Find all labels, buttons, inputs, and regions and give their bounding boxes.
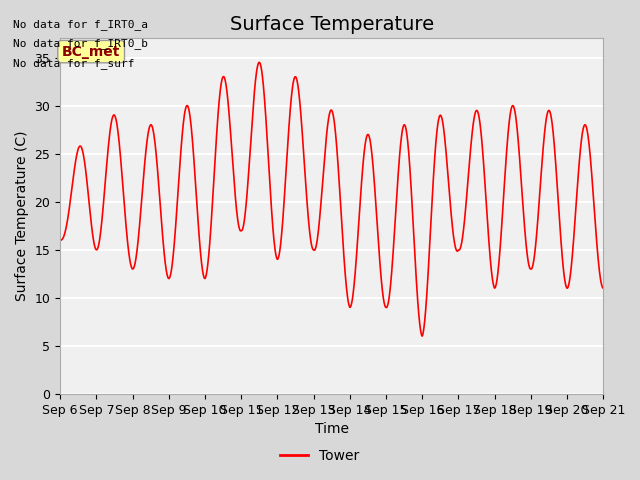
Text: No data for f_IRT0_b: No data for f_IRT0_b <box>13 38 148 49</box>
Tower <box>365 135 373 141</box>
Tower <box>308 244 316 250</box>
Text: No data for f_IRT0_a: No data for f_IRT0_a <box>13 19 148 30</box>
Line: Tower: Tower <box>60 62 604 336</box>
Text: No data for f_surf: No data for f_surf <box>13 58 134 69</box>
Tower <box>56 237 64 243</box>
Title: Surface Temperature: Surface Temperature <box>230 15 434 34</box>
Tower <box>298 129 306 135</box>
Tower <box>287 98 295 104</box>
Text: BC_met: BC_met <box>62 45 120 59</box>
Tower <box>600 285 607 291</box>
X-axis label: Time: Time <box>315 422 349 436</box>
Tower <box>255 60 263 65</box>
Tower <box>120 202 128 207</box>
Tower <box>419 333 426 339</box>
Legend: Tower: Tower <box>275 443 365 468</box>
Tower <box>99 215 106 220</box>
Y-axis label: Surface Temperature (C): Surface Temperature (C) <box>15 131 29 301</box>
